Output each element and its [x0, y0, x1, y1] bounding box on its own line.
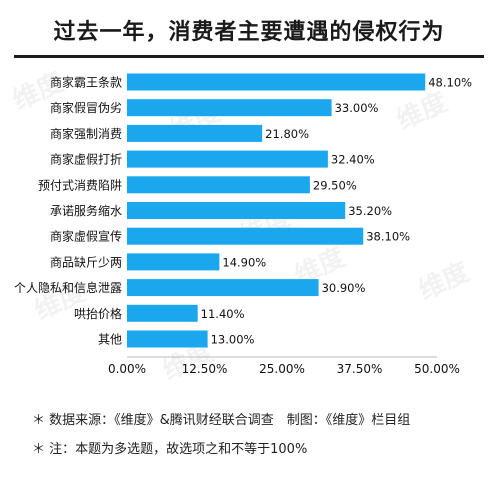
chart-title: 过去一年，消费者主要遭遇的侵权行为 — [53, 20, 445, 45]
category-label: 商家强制消费 — [50, 126, 122, 141]
data-label: 33.00% — [335, 101, 379, 115]
x-tick-label: 50.00% — [414, 362, 460, 376]
bar — [127, 176, 310, 194]
bar — [127, 73, 426, 91]
category-label: 商家虚假打折 — [50, 152, 122, 167]
bar — [127, 279, 319, 297]
x-tick-label: 37.50% — [337, 362, 383, 376]
category-label: 个人隐私和信息泄露 — [14, 280, 122, 295]
x-tick-label: 25.00% — [259, 362, 305, 376]
category-label: 商家霸王条款 — [50, 75, 122, 90]
footnote: ＊ 注：本题为多选题，故选项之和不等于100% — [32, 442, 308, 457]
bar — [127, 150, 328, 168]
source-note: ＊ 数据来源：《维度》&腾讯财经联合调查 制图：《维度》栏目组 — [32, 413, 411, 428]
x-tick-label: 0.00% — [108, 362, 146, 376]
data-label: 32.40% — [331, 153, 375, 167]
bar — [127, 227, 364, 245]
bar — [127, 304, 198, 322]
data-label: 35.20% — [348, 204, 392, 218]
bar — [127, 99, 332, 117]
bar — [127, 202, 346, 219]
category-label: 预付式消费陷阱 — [38, 177, 122, 192]
x-tick-label: 12.50% — [182, 362, 228, 376]
watermark: 维度 — [392, 86, 452, 136]
category-label: 哄抬价格 — [74, 306, 122, 321]
data-label: 14.90% — [222, 255, 266, 269]
category-label: 商品缺斤少两 — [50, 254, 122, 269]
title-divider — [14, 55, 484, 58]
bar — [127, 253, 220, 271]
category-label: 其他 — [98, 333, 122, 347]
category-label: 商家假冒伪劣 — [50, 100, 122, 115]
data-label: 30.90% — [322, 281, 366, 295]
data-label: 13.00% — [211, 333, 255, 347]
category-label: 商家虚假宣传 — [50, 229, 122, 244]
data-label: 29.50% — [313, 178, 357, 192]
data-label: 48.10% — [428, 76, 472, 90]
data-label: 21.80% — [265, 127, 309, 141]
category-label: 承诺服务缩水 — [50, 203, 122, 218]
watermark: 维度 — [414, 256, 474, 306]
bar — [127, 330, 208, 348]
bar — [127, 124, 263, 142]
data-label: 38.10% — [366, 230, 410, 244]
data-label: 11.40% — [201, 307, 245, 321]
